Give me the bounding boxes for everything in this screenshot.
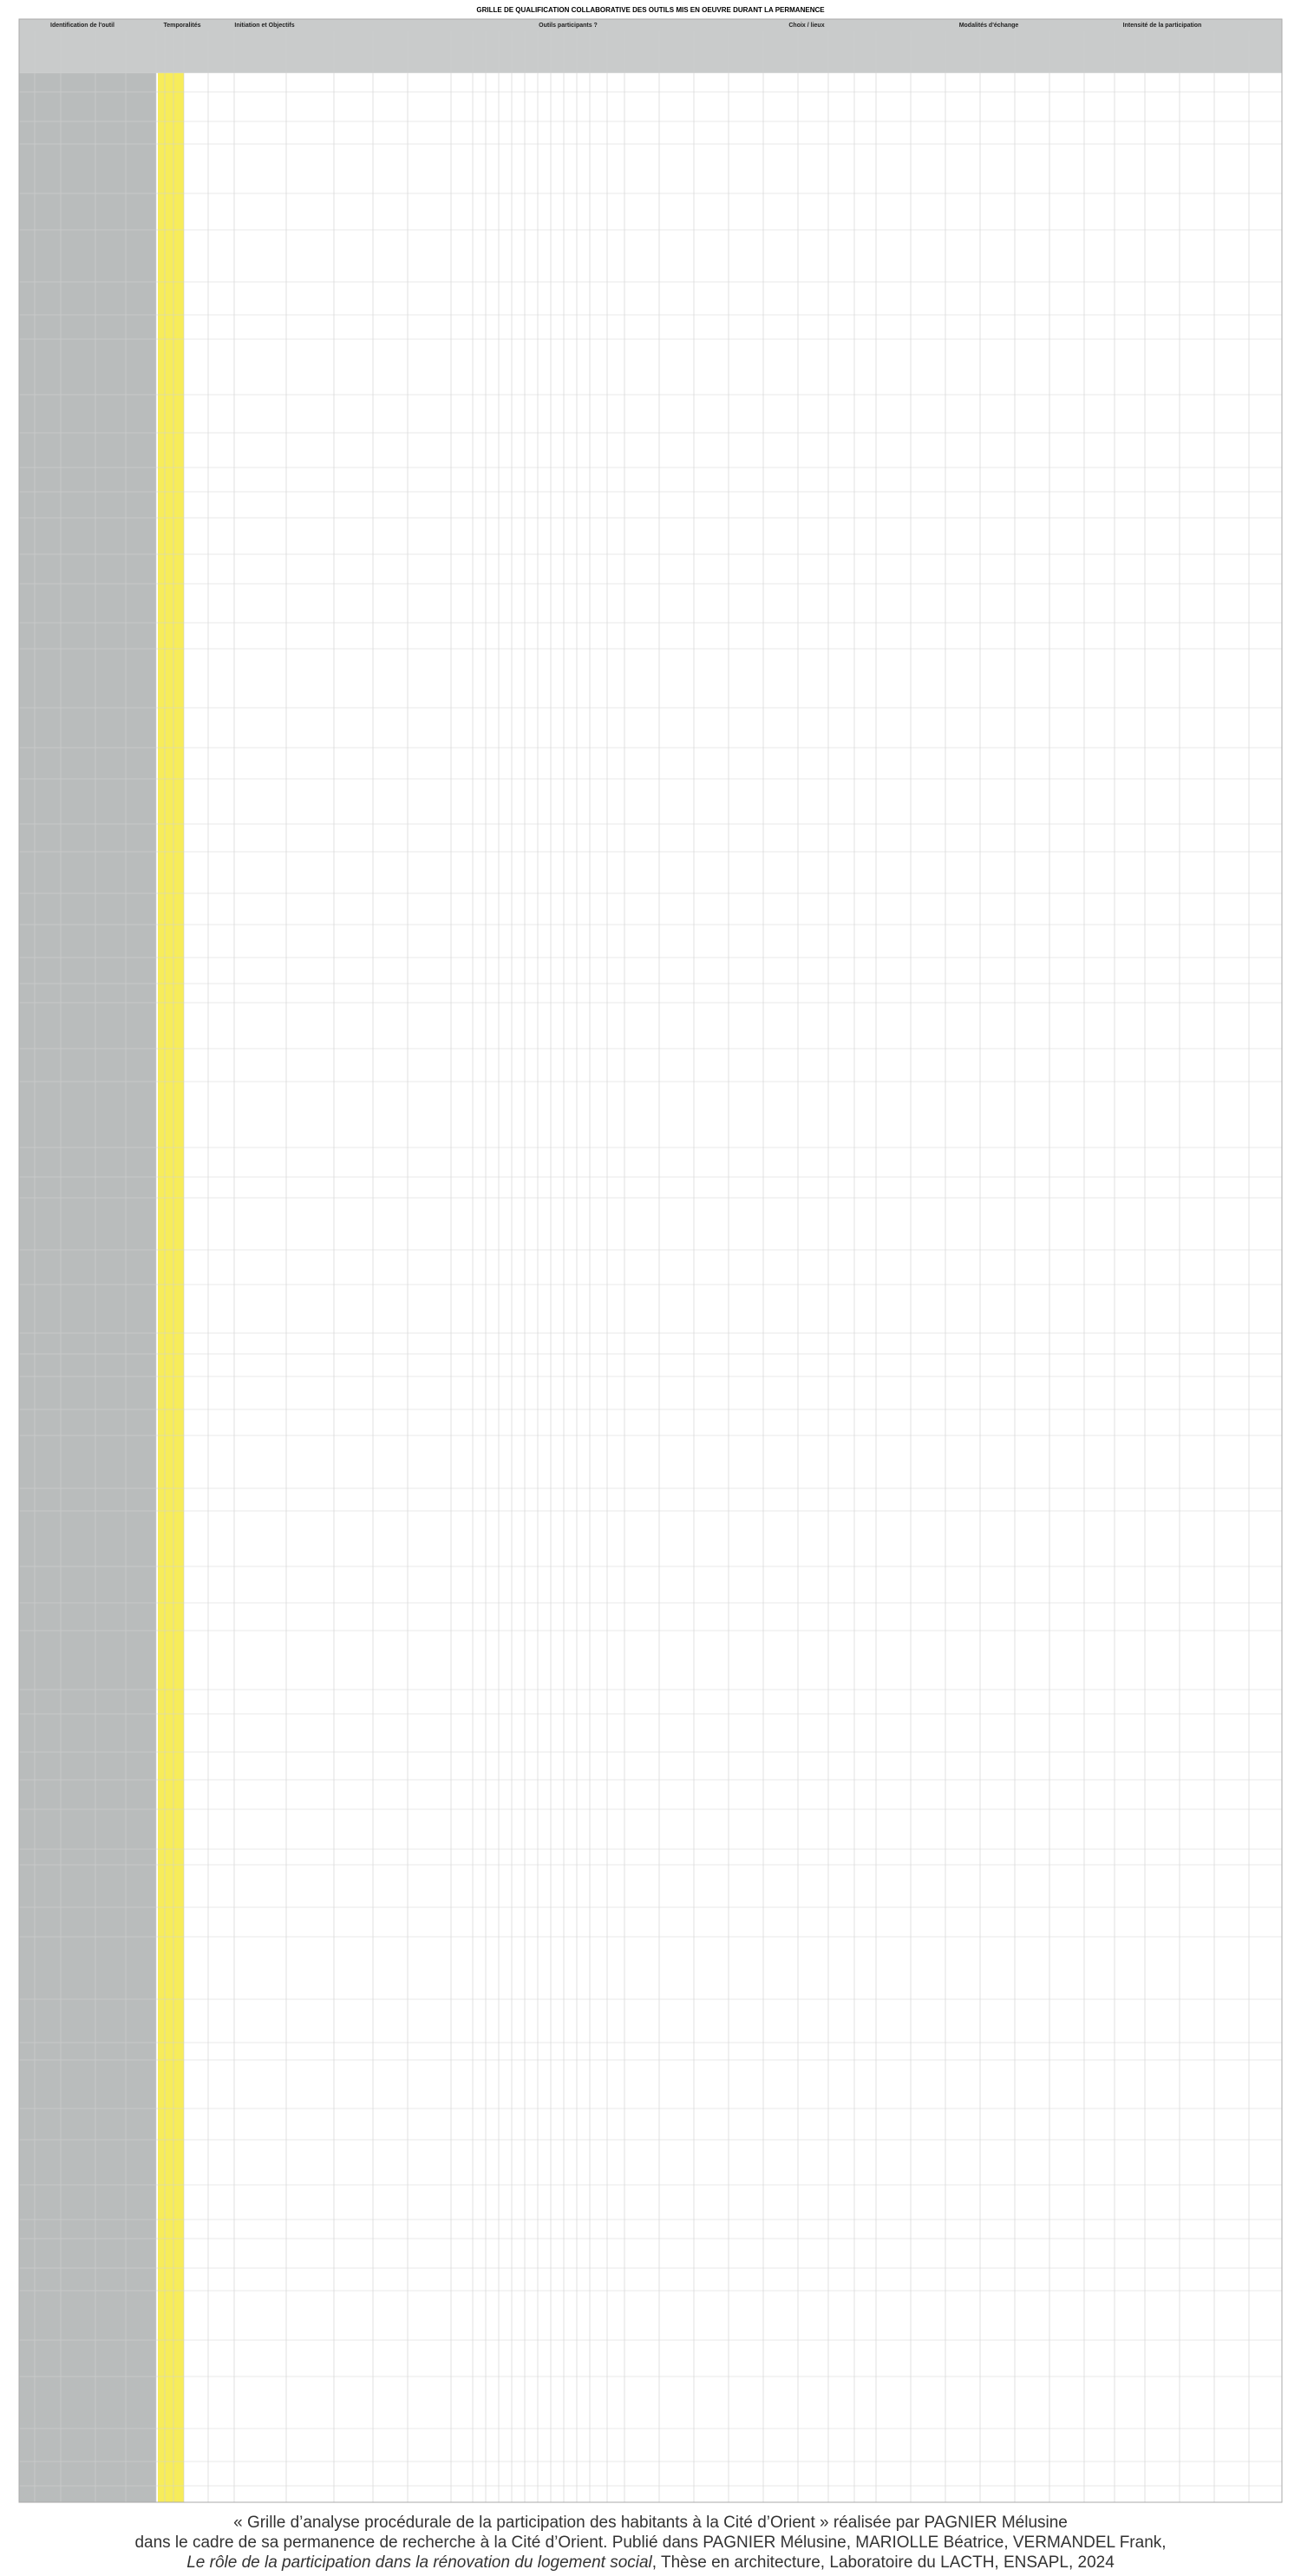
caption-rest: , Thèse en architecture, Laboratoire du … — [651, 2553, 1115, 2572]
caption-line: dans le cadre de sa permanence de recher… — [134, 2534, 1167, 2552]
group-header: Initiation et Objectifs — [234, 23, 294, 29]
caption-line: « Grille d’analyse procédurale de la par… — [233, 2514, 1068, 2532]
group-header: Choix / lieux — [788, 23, 824, 29]
id-columns — [19, 73, 156, 2502]
highlight-column — [158, 73, 184, 2502]
group-header: Outils participants ? — [539, 23, 598, 29]
table-border — [18, 18, 1283, 2503]
grid-table: GRILLE DE QUALIFICATION COLLABORATIVE DE… — [18, 6, 1283, 2503]
caption-italic: Le rôle de la participation dans la réno… — [186, 2553, 652, 2572]
table-title: GRILLE DE QUALIFICATION COLLABORATIVE DE… — [476, 6, 825, 14]
group-header: Modalités d'échange — [959, 23, 1019, 29]
caption-line: Le rôle de la participation dans la réno… — [0, 2553, 1301, 2573]
header-band — [19, 19, 1282, 73]
group-header: Intensité de la participation — [1123, 23, 1202, 29]
group-header: Identification de l'outil — [50, 23, 114, 29]
group-header: Temporalités — [163, 23, 200, 29]
